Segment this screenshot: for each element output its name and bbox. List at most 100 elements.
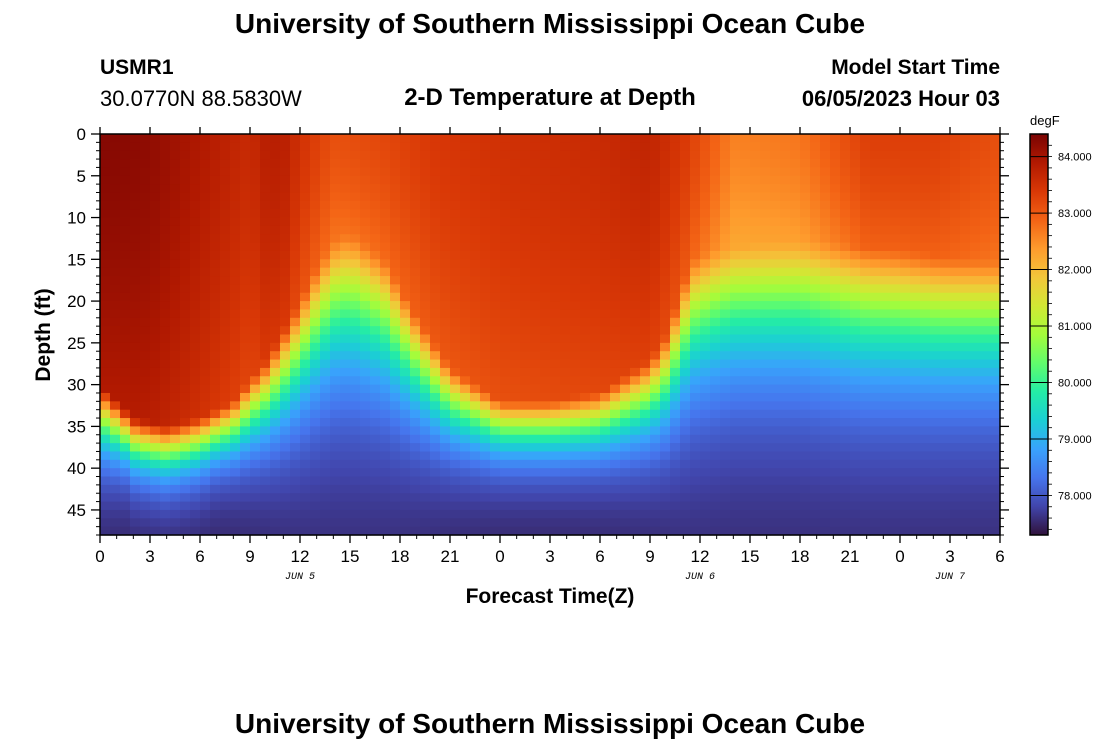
heatmap-cell xyxy=(710,192,721,202)
heatmap-cell xyxy=(480,426,491,436)
heatmap-cell xyxy=(790,150,801,160)
heatmap-cell xyxy=(570,426,581,436)
heatmap-cell xyxy=(950,526,961,536)
heatmap-cell xyxy=(510,434,521,444)
heatmap-cell xyxy=(870,434,881,444)
heatmap-cell xyxy=(330,409,341,419)
heatmap-cell xyxy=(320,342,331,352)
heatmap-cell xyxy=(260,459,271,469)
heatmap-cell xyxy=(450,392,461,402)
heatmap-cell xyxy=(640,484,651,494)
heatmap-cell xyxy=(740,351,751,361)
heatmap-cell xyxy=(150,509,161,519)
heatmap-cell xyxy=(380,259,391,269)
heatmap-cell xyxy=(890,309,901,319)
heatmap-cell xyxy=(810,334,821,344)
heatmap-cell xyxy=(650,217,661,227)
heatmap-cell xyxy=(430,267,441,277)
heatmap-cell xyxy=(530,451,541,461)
heatmap-cell xyxy=(720,150,731,160)
heatmap-cell xyxy=(970,468,981,478)
heatmap-cell xyxy=(100,434,111,444)
heatmap-cell xyxy=(640,426,651,436)
heatmap-cell xyxy=(590,401,601,411)
heatmap-cell xyxy=(280,359,291,369)
heatmap-cell xyxy=(630,518,641,528)
heatmap-cell xyxy=(400,434,411,444)
heatmap-cell xyxy=(770,443,781,453)
heatmap-cell xyxy=(800,192,811,202)
heatmap-cell xyxy=(510,418,521,427)
heatmap-cell xyxy=(750,209,761,219)
heatmap-cell xyxy=(430,192,441,202)
heatmap-cell xyxy=(690,451,701,461)
heatmap-cell xyxy=(470,451,481,461)
heatmap-cell xyxy=(220,217,231,227)
heatmap-cell xyxy=(980,501,991,511)
heatmap-cell xyxy=(510,334,521,344)
heatmap-cell xyxy=(260,267,271,277)
heatmap-cell xyxy=(470,142,481,152)
heatmap-cell xyxy=(420,434,431,444)
heatmap-cell xyxy=(570,367,581,377)
heatmap-cell xyxy=(590,142,601,152)
heatmap-cell xyxy=(770,434,781,444)
heatmap-cell xyxy=(420,309,431,319)
heatmap-cell xyxy=(950,301,961,311)
heatmap-cell xyxy=(680,484,691,494)
heatmap-cell xyxy=(480,234,491,244)
heatmap-cell xyxy=(220,459,231,469)
heatmap-cell xyxy=(420,493,431,503)
heatmap-cell xyxy=(500,200,511,210)
heatmap-cell xyxy=(130,509,141,519)
heatmap-cell xyxy=(110,317,121,327)
heatmap-cell xyxy=(860,292,871,302)
heatmap-cell xyxy=(460,225,471,235)
heatmap-cell xyxy=(870,159,881,169)
heatmap-cell xyxy=(810,175,821,185)
heatmap-cell xyxy=(620,242,631,252)
heatmap-cell xyxy=(430,242,441,252)
heatmap-cell xyxy=(820,476,831,486)
heatmap-cell xyxy=(420,359,431,369)
heatmap-cell xyxy=(820,334,831,344)
heatmap-cell xyxy=(390,134,401,143)
heatmap-cell xyxy=(350,184,361,194)
heatmap-cell xyxy=(190,217,201,227)
heatmap-cell xyxy=(250,451,261,461)
heatmap-cell xyxy=(540,351,551,361)
heatmap-cell xyxy=(910,175,921,185)
heatmap-cell xyxy=(970,484,981,494)
heatmap-cell xyxy=(170,351,181,361)
heatmap-cell xyxy=(270,418,281,427)
heatmap-cell xyxy=(680,451,691,461)
heatmap-cell xyxy=(960,167,971,177)
heatmap-cell xyxy=(270,526,281,536)
heatmap-cell xyxy=(660,518,671,528)
heatmap-cell xyxy=(970,292,981,302)
heatmap-cell xyxy=(600,484,611,494)
heatmap-cell xyxy=(560,292,571,302)
heatmap-cell xyxy=(460,443,471,453)
heatmap-cell xyxy=(400,250,411,260)
heatmap-cell xyxy=(530,184,541,194)
heatmap-cell xyxy=(910,309,921,319)
heatmap-cell xyxy=(440,134,451,143)
heatmap-cell xyxy=(430,234,441,244)
heatmap-cell xyxy=(600,142,611,152)
heatmap-cell xyxy=(590,334,601,344)
heatmap-cell xyxy=(370,192,381,202)
heatmap-cell xyxy=(770,276,781,285)
heatmap-cell xyxy=(670,301,681,311)
heatmap-cell xyxy=(980,326,991,336)
heatmap-cell xyxy=(510,200,521,210)
heatmap-cell xyxy=(930,192,941,202)
heatmap-cell xyxy=(920,418,931,427)
heatmap-cell xyxy=(700,501,711,511)
heatmap-cell xyxy=(960,326,971,336)
heatmap-cell xyxy=(760,501,771,511)
heatmap-cell xyxy=(840,418,851,427)
heatmap-cell xyxy=(750,326,761,336)
heatmap-cell xyxy=(730,384,741,394)
heatmap-cell xyxy=(880,334,891,344)
